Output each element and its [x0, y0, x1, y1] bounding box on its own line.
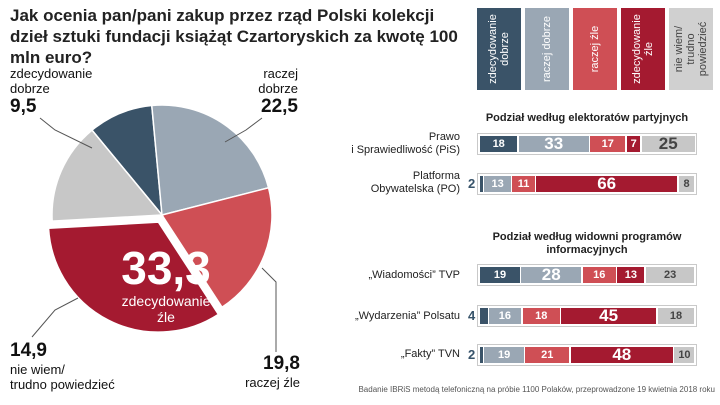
legend-label: nie wiem/ trudno powiedzieć [673, 21, 709, 77]
pie-label-text: raczej źle [245, 375, 300, 390]
bar-segment: 13 [617, 267, 645, 283]
row-label-line2: i Sprawiedliwość (PiS) [351, 144, 460, 156]
row-label-line1: Platforma [412, 170, 460, 182]
pie-label-nie-wiem: 14,9 nie wiem/ trudno powiedzieć [10, 340, 115, 392]
bar-segment: 23 [645, 267, 695, 283]
bar-segment: 66 [536, 174, 678, 193]
leader-line-nie-wiem [31, 297, 79, 338]
bar-segment: 33 [518, 134, 589, 153]
pie-slice-raczej-dobrze [150, 104, 270, 216]
leader-line-zdecydowanie-dobrze [39, 117, 93, 149]
pie-label-text-2: dobrze [10, 81, 50, 96]
legend-label: raczej dobrze [541, 15, 553, 83]
section-title-tv-line1: Podział według widowni programów [492, 231, 682, 243]
bar-segment [480, 308, 488, 324]
legend-item: raczej źle [573, 8, 617, 90]
chart-title: Jak ocenia pan/pani zakup przez rząd Pol… [10, 6, 458, 67]
bar-segment: 13 [484, 176, 511, 192]
source-note: Badanie IBRiS metodą telefoniczną na pró… [358, 385, 715, 394]
legend-item: zdecydowanie źle [621, 8, 665, 90]
row-label-po: Platforma Obywatelska (PO) [330, 170, 460, 196]
bar-row: 16 18 45 18 [477, 305, 697, 327]
pie-value: 14,9 [10, 340, 47, 361]
pie-label-text-2: dobrze [258, 81, 298, 96]
bar-outside-value: 2 [468, 176, 476, 191]
bar-segment: 48 [570, 345, 673, 364]
row-label-pis: Prawo i Sprawiedliwość (PiS) [330, 131, 460, 157]
pie-label-text-1: nie wiem/ [10, 362, 65, 377]
bar-segment: 21 [525, 347, 570, 363]
row-label-wydarzenia: „Wydarzenia” Polsatu [354, 310, 460, 322]
bar-segment: 11 [512, 176, 535, 192]
pie-value: 19,8 [263, 353, 300, 374]
bar-row: 19 21 48 10 [477, 344, 697, 366]
pie-slice-zdecydowanie-zle [47, 221, 220, 333]
legend-label: raczej źle [589, 25, 601, 73]
legend-item: nie wiem/ trudno powiedzieć [669, 8, 713, 90]
bar-segment [480, 176, 484, 192]
pie-label-text-1: zdecydowanie [121, 293, 211, 309]
bar-row: 19 28 16 13 23 [477, 264, 697, 286]
section-title-tv-line2: informacyjnych [546, 244, 628, 256]
pie-slice-raczej-zle [160, 186, 273, 309]
bar-segment: 16 [488, 308, 522, 324]
row-label-line1: Prawo [428, 131, 460, 143]
bar-segment: 45 [561, 306, 656, 325]
legend-label: zdecydowanie dobrze [487, 14, 511, 84]
bar-segment: 10 [674, 347, 695, 363]
bar-row: 18 33 17 7 25 [477, 133, 697, 155]
pie-label-text-2: źle [157, 309, 175, 325]
bar-outside-value: 2 [468, 347, 476, 362]
section-title-parties: Podział według elektoratów partyjnych [485, 112, 689, 124]
bar-segment [480, 347, 484, 363]
row-label-line2: Obywatelska (PO) [370, 183, 460, 195]
bar-segment: 18 [522, 308, 560, 324]
bar-segment: 19 [480, 267, 520, 283]
pie-value: 22,5 [261, 96, 298, 117]
row-label-wiadomosci: „Wiadomości” TVP [368, 269, 460, 281]
bar-segment: 18 [657, 308, 695, 324]
row-label-fakty: „Fakty” TVN [400, 348, 460, 360]
leader-line-raczej-zle [261, 267, 277, 352]
bar-segment: 17 [590, 136, 626, 152]
pie-value-zdecydowanie-zle: 33,3 [121, 242, 211, 294]
section-title-tv: Podział według widowni programów informa… [477, 231, 697, 257]
pie-label-text-2: trudno powiedzieć [10, 377, 115, 392]
bar-row: 13 11 66 8 [477, 173, 697, 195]
bar-segment: 8 [678, 176, 695, 192]
pie-label-raczej-dobrze: raczej dobrze 22,5 [238, 66, 298, 118]
pie-label-text-1: raczej [263, 66, 298, 81]
pie-label-raczej-zle: 19,8 raczej źle [238, 353, 300, 390]
pie-slice-nie-wiem [51, 129, 164, 222]
pie-label-text-1: zdecydowanie [10, 66, 93, 81]
pie-value: 9,5 [10, 96, 37, 117]
bar-segment: 25 [642, 134, 695, 153]
bar-outside-value: 4 [468, 308, 476, 323]
pie-label-zdecydowanie-dobrze: zdecydowanie dobrze 9,5 [10, 66, 92, 118]
bar-segment: 16 [582, 267, 616, 283]
bar-segment: 18 [480, 136, 518, 152]
bar-segment: 7 [626, 136, 641, 152]
leader-line-raczej-dobrze [224, 117, 263, 143]
bar-segment: 19 [484, 347, 524, 363]
legend-item: zdecydowanie dobrze [477, 8, 521, 90]
pie-label-zdecydowanie-zle: zdecydowanie źle [95, 293, 237, 325]
legend-item: raczej dobrze [525, 8, 569, 90]
legend-label: zdecydowanie źle [631, 14, 655, 84]
bar-segment: 28 [521, 265, 582, 284]
